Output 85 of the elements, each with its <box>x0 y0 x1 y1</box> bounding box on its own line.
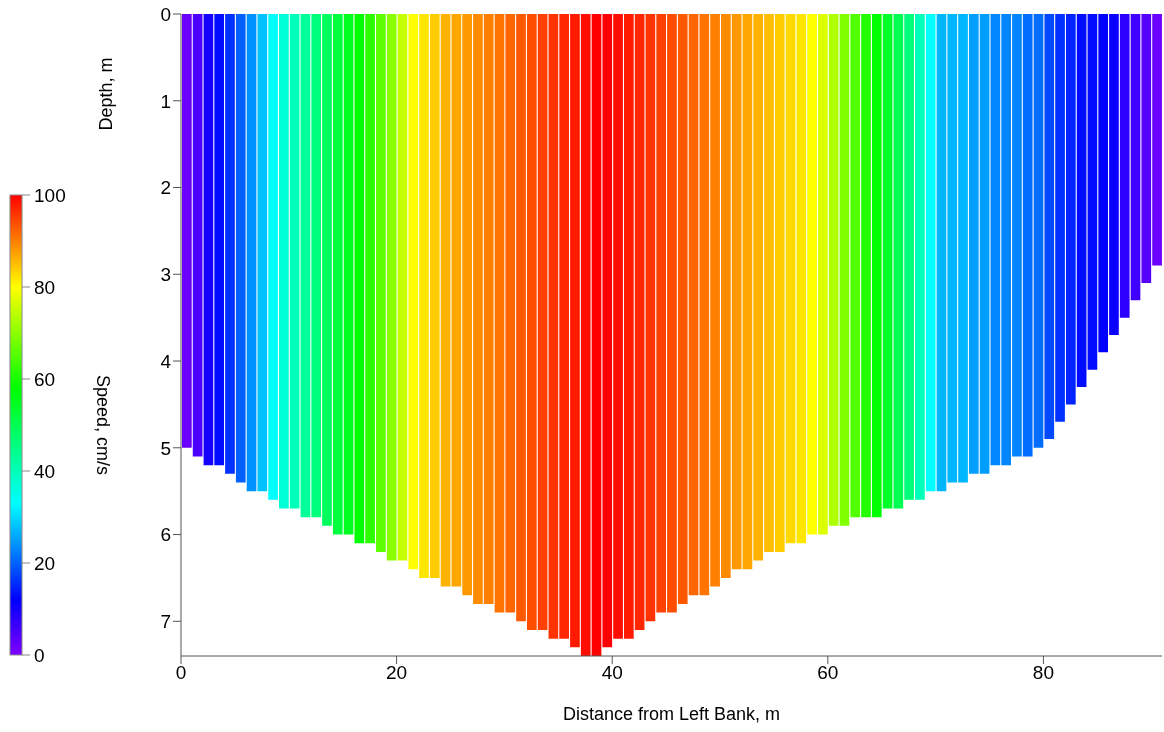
bar <box>429 14 440 578</box>
x-axis-title: Distance from Left Bank, m <box>562 704 781 724</box>
color-bar-label: 80 <box>34 276 56 298</box>
bar <box>1044 14 1055 440</box>
bar <box>1130 14 1141 301</box>
x-tick-label: 0 <box>175 662 187 684</box>
color-bar-label: 20 <box>34 552 56 574</box>
bar <box>365 14 375 544</box>
bar <box>440 14 451 587</box>
bar <box>925 14 936 492</box>
bar <box>354 14 365 544</box>
bar <box>1055 14 1065 422</box>
bar <box>182 14 192 448</box>
x-tick-label: 20 <box>386 662 408 684</box>
bar <box>322 14 332 526</box>
color-bar-label: 40 <box>34 460 56 482</box>
color-bar-label: 60 <box>34 368 56 390</box>
x-tick-label: 40 <box>601 662 623 684</box>
bar <box>279 14 289 509</box>
bar <box>462 14 472 596</box>
bar <box>893 14 904 509</box>
bar <box>289 14 300 509</box>
bar <box>1076 14 1087 388</box>
bar <box>505 14 516 613</box>
bar <box>203 14 214 466</box>
bar <box>1141 14 1152 283</box>
bar <box>774 14 785 552</box>
bar <box>613 14 623 639</box>
bar <box>839 14 850 526</box>
bar <box>300 14 311 518</box>
bar <box>397 14 408 561</box>
bar <box>332 14 343 535</box>
bar <box>257 14 268 492</box>
bar <box>268 14 278 500</box>
x-tick-label: 60 <box>817 662 839 684</box>
color-bar-label: 0 <box>34 644 45 666</box>
bar <box>828 14 839 526</box>
bar <box>537 14 548 630</box>
bar <box>699 14 710 596</box>
bar <box>343 14 354 535</box>
y-axis-title: Depth, m <box>96 57 116 131</box>
bar <box>904 14 914 500</box>
bar <box>882 14 893 509</box>
bar <box>1065 14 1076 405</box>
bar <box>548 14 559 639</box>
y-tick-label: 1 <box>160 90 171 112</box>
bar <box>494 14 505 613</box>
bar <box>311 14 322 518</box>
color-bar-title: Speed, cm/s <box>93 374 113 476</box>
y-tick-label: 4 <box>160 350 172 372</box>
bar <box>214 14 225 466</box>
y-tick-label: 5 <box>160 437 171 459</box>
bar <box>861 14 871 518</box>
y-tick-label: 2 <box>160 177 171 199</box>
bar <box>451 14 462 587</box>
color-bar-label: 100 <box>34 184 66 206</box>
bar <box>871 14 882 518</box>
x-tick-label: 80 <box>1032 662 1054 684</box>
y-tick-label: 6 <box>160 524 171 546</box>
bar <box>818 14 828 535</box>
bar <box>580 14 591 656</box>
bar <box>850 14 861 518</box>
bar <box>246 14 257 492</box>
bar <box>225 14 235 474</box>
bar <box>419 14 429 578</box>
bar <box>796 14 807 544</box>
bar <box>386 14 397 561</box>
bar <box>656 14 667 613</box>
bar <box>915 14 925 500</box>
bar <box>408 14 419 570</box>
y-tick-label: 7 <box>160 611 171 633</box>
bar <box>192 14 203 457</box>
y-tick-label: 3 <box>160 264 171 286</box>
bar <box>688 14 699 596</box>
color-scale: 0 20 40 60 80 100 <box>9 184 66 666</box>
bar <box>807 14 817 535</box>
y-tick-label: 0 <box>160 3 171 25</box>
bar <box>742 14 753 570</box>
bar <box>235 14 246 483</box>
bar <box>376 14 386 552</box>
bar <box>1119 14 1130 318</box>
bar <box>645 14 656 622</box>
bar <box>1152 14 1162 266</box>
bar <box>731 14 742 570</box>
bar <box>785 14 796 544</box>
